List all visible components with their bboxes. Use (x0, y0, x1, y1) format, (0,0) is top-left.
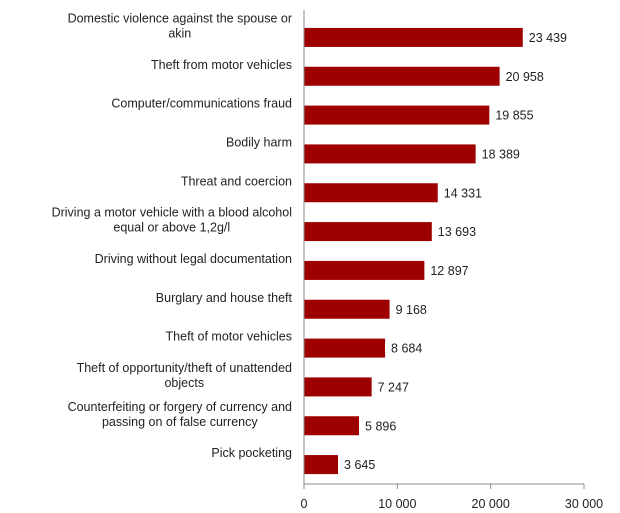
bar-5 (304, 183, 438, 203)
category-label-12-line-1: Pick pocketing (211, 446, 292, 460)
category-label-4-line-1: Bodily harm (226, 135, 292, 149)
category-label-11-line-1: Counterfeiting or forgery of currency an… (68, 400, 292, 414)
category-label-10-line-2: objects (164, 376, 204, 390)
value-labels-group: 23 439 20 958 19 855 18 389 14 331 13 693 12 8… (344, 31, 567, 472)
bar-9 (304, 338, 386, 358)
value-label-8: 9 168 (396, 303, 427, 317)
value-label-6: 13 693 (438, 225, 476, 239)
value-label-2: 20 958 (506, 70, 544, 84)
bars-group (304, 27, 523, 475)
bar-2 (304, 66, 500, 86)
bar-6 (304, 222, 432, 242)
category-label-11-line-2: passing on of false currency (102, 415, 258, 429)
x-tick-label-1: 0 (301, 497, 308, 511)
bar-10 (304, 377, 372, 397)
x-tick-label-2: 10 000 (378, 497, 416, 511)
category-label-9-line-1: Theft of motor vehicles (166, 330, 292, 344)
bar-12 (304, 455, 339, 475)
category-label-10-line-1: Theft of opportunity/theft of unattended (77, 361, 292, 375)
category-label-1-line-1: Domestic violence against the spouse or (68, 11, 292, 25)
bar-8 (304, 299, 390, 319)
category-label-5-line-1: Threat and coercion (181, 174, 292, 188)
bar-1 (304, 27, 523, 47)
category-label-3-line-1: Computer/communications fraud (111, 97, 292, 111)
category-label-2-line-1: Theft from motor vehicles (151, 58, 292, 72)
category-label-6-line-1: Driving a motor vehicle with a blood alc… (52, 206, 292, 220)
x-axis: 0 10 000 20 000 30 000 (301, 10, 603, 511)
value-label-1: 23 439 (529, 31, 567, 45)
bar-4 (304, 144, 476, 164)
bar-3 (304, 105, 490, 125)
value-label-9: 8 684 (391, 342, 422, 356)
value-label-5: 14 331 (444, 186, 482, 200)
value-label-11: 5 896 (365, 419, 396, 433)
category-label-7-line-1: Driving without legal documentation (95, 252, 292, 266)
value-label-10: 7 247 (378, 380, 409, 394)
value-label-3: 19 855 (495, 109, 533, 123)
x-tick-label-3: 20 000 (472, 497, 510, 511)
value-label-4: 18 389 (482, 147, 520, 161)
category-labels-group: Domestic violence against the spouse ora… (52, 11, 293, 460)
category-label-8-line-1: Burglary and house theft (156, 291, 293, 305)
category-label-1-line-2: akin (168, 26, 191, 40)
x-tick-label-4: 30 000 (565, 497, 603, 511)
bar-7 (304, 260, 425, 280)
value-label-7: 12 897 (430, 264, 468, 278)
value-label-12: 3 645 (344, 458, 375, 472)
bar-11 (304, 416, 360, 436)
category-label-6-line-2: equal or above 1,2g/l (113, 221, 230, 235)
